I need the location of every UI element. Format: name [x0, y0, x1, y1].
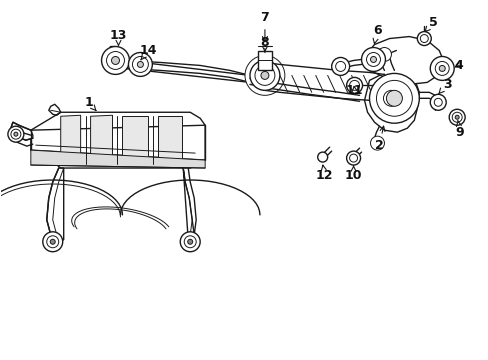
Circle shape	[376, 80, 411, 116]
Circle shape	[261, 71, 268, 80]
Text: 11: 11	[345, 84, 363, 97]
Circle shape	[451, 112, 461, 122]
Text: 4: 4	[454, 59, 463, 72]
Text: 7: 7	[260, 11, 269, 41]
Text: 14: 14	[140, 44, 157, 60]
Circle shape	[132, 57, 148, 72]
Text: 6: 6	[372, 24, 381, 44]
Circle shape	[180, 232, 200, 252]
Circle shape	[370, 136, 384, 150]
Polygon shape	[31, 150, 205, 168]
Circle shape	[111, 57, 119, 64]
Circle shape	[184, 236, 196, 248]
Circle shape	[361, 48, 385, 71]
Circle shape	[420, 35, 427, 42]
Text: 8: 8	[260, 36, 269, 52]
Circle shape	[434, 62, 448, 75]
Circle shape	[369, 73, 419, 123]
Circle shape	[8, 126, 24, 142]
Polygon shape	[11, 122, 33, 140]
Polygon shape	[61, 115, 81, 164]
Circle shape	[50, 239, 55, 244]
Polygon shape	[125, 60, 249, 82]
Circle shape	[254, 66, 274, 85]
Circle shape	[416, 32, 430, 45]
Circle shape	[317, 152, 327, 162]
Circle shape	[433, 98, 441, 106]
Circle shape	[370, 57, 376, 62]
Circle shape	[335, 62, 345, 71]
Circle shape	[383, 90, 399, 106]
Circle shape	[448, 109, 464, 125]
Circle shape	[187, 239, 192, 244]
Circle shape	[102, 46, 129, 75]
Polygon shape	[31, 125, 205, 160]
Circle shape	[42, 232, 62, 252]
Polygon shape	[183, 168, 194, 240]
Circle shape	[106, 51, 124, 69]
Text: 1: 1	[84, 96, 96, 111]
Bar	[258, 50, 271, 71]
Text: 5: 5	[424, 16, 437, 32]
Circle shape	[429, 57, 453, 80]
Circle shape	[377, 48, 390, 62]
Circle shape	[349, 154, 357, 162]
Text: 12: 12	[315, 165, 333, 181]
Circle shape	[346, 77, 362, 93]
Circle shape	[429, 94, 446, 110]
Circle shape	[244, 55, 285, 95]
Polygon shape	[365, 37, 443, 84]
Circle shape	[438, 66, 444, 71]
Text: 2: 2	[374, 126, 384, 152]
Text: 3: 3	[437, 78, 450, 94]
Polygon shape	[47, 168, 63, 240]
Text: 9: 9	[455, 120, 464, 139]
Circle shape	[454, 115, 458, 119]
Circle shape	[11, 129, 21, 139]
Polygon shape	[364, 71, 419, 132]
Polygon shape	[158, 116, 182, 167]
Circle shape	[386, 90, 402, 106]
Circle shape	[249, 60, 279, 90]
Text: 10: 10	[344, 166, 362, 181]
Circle shape	[14, 132, 18, 136]
Circle shape	[47, 236, 59, 248]
Text: 13: 13	[110, 29, 127, 45]
Circle shape	[349, 80, 359, 90]
Circle shape	[128, 53, 152, 76]
Polygon shape	[122, 116, 148, 164]
Circle shape	[346, 151, 360, 165]
Circle shape	[366, 53, 380, 67]
Polygon shape	[90, 115, 112, 164]
Circle shape	[331, 58, 349, 75]
Circle shape	[137, 62, 143, 67]
